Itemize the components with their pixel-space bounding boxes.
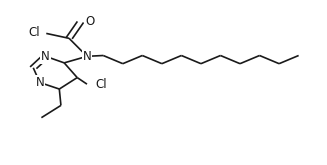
Text: N: N (35, 76, 44, 89)
Text: N: N (83, 50, 91, 63)
Text: N: N (41, 50, 50, 63)
Text: Cl: Cl (95, 78, 107, 91)
Text: O: O (85, 15, 95, 28)
Text: Cl: Cl (29, 26, 41, 39)
